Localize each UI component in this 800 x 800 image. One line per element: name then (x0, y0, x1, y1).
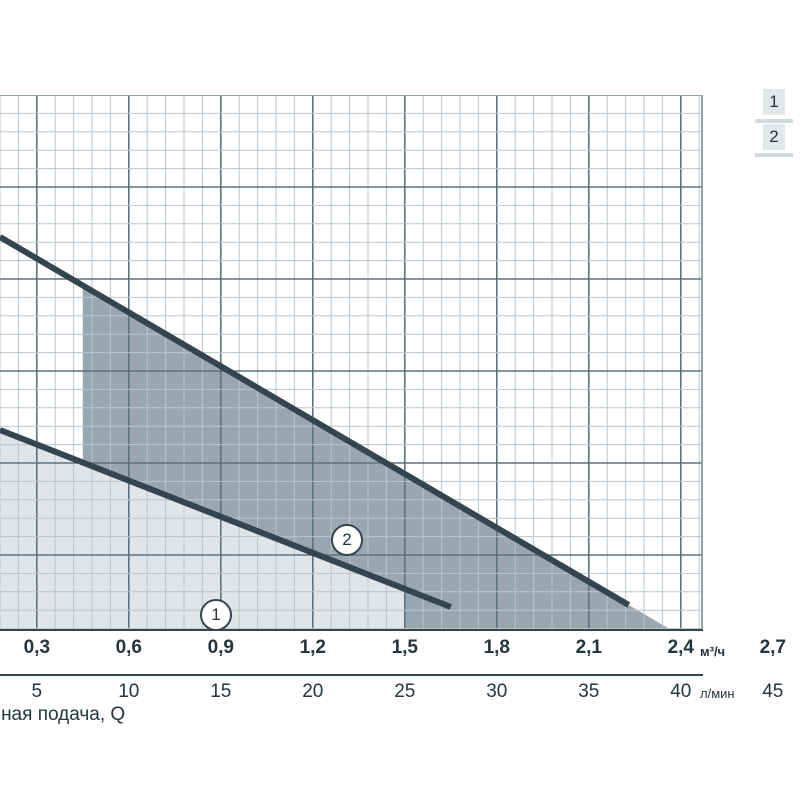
x-tick-lmin-15: 15 (210, 681, 232, 702)
x-tick-lmin-20: 20 (302, 681, 324, 702)
curve-lines (0, 234, 631, 610)
x-tick-m3h-1-5: 1,5 (391, 637, 418, 658)
x-tick-lmin-30: 30 (486, 681, 508, 702)
x-tick-m3h-1-8: 1,8 (483, 637, 510, 658)
curve-marker-2: 2 (331, 524, 363, 556)
legend-separator-1 (755, 119, 793, 123)
x-tick-lmin-40: 40 (670, 681, 692, 702)
legend-item-1[interactable]: 1 (763, 89, 785, 115)
x-tick-m3h-2-1: 2,1 (575, 637, 602, 658)
x-tick-lmin-5: 5 (31, 681, 43, 702)
x-axis-lmin-line (0, 674, 703, 676)
plot-area: 1 2 (0, 95, 703, 631)
curve-marker-2-label: 2 (342, 530, 352, 549)
curve-marker-1-label: 1 (211, 605, 221, 624)
curve-1 (0, 427, 452, 610)
x-tick-m3h-0-6: 0,6 (115, 637, 142, 658)
x-tick-m3h-1-2: 1,2 (299, 637, 326, 658)
x-tick-lmin-45: 45 (762, 681, 784, 702)
x-tick-lmin-25: 25 (394, 681, 416, 702)
curve-marker-1: 1 (200, 599, 232, 631)
curve-2 (0, 234, 631, 608)
x-tick-lmin-35: 35 (578, 681, 600, 702)
x-tick-m3h-0-9: 0,9 (207, 637, 234, 658)
grid-lines (0, 95, 703, 629)
x-tick-m3h-0-3: 0,3 (23, 637, 51, 658)
x-tick-m3h-2-4: 2,4 (667, 637, 694, 658)
legend-separator-2 (755, 153, 793, 157)
x-axis-m3h-unit: м³/ч (700, 644, 726, 659)
x-axis-m3h-line (0, 629, 703, 631)
legend-item-1-label: 1 (769, 92, 779, 111)
x-axis-caption: мная подача, Q (0, 704, 126, 725)
legend-item-2-label: 2 (769, 127, 779, 146)
legend-item-2[interactable]: 2 (763, 124, 785, 150)
x-tick-lmin-10: 10 (118, 681, 140, 702)
x-axis-lmin-unit: л/мин (700, 686, 735, 701)
x-tick-m3h-2-7: 2,7 (759, 637, 786, 658)
